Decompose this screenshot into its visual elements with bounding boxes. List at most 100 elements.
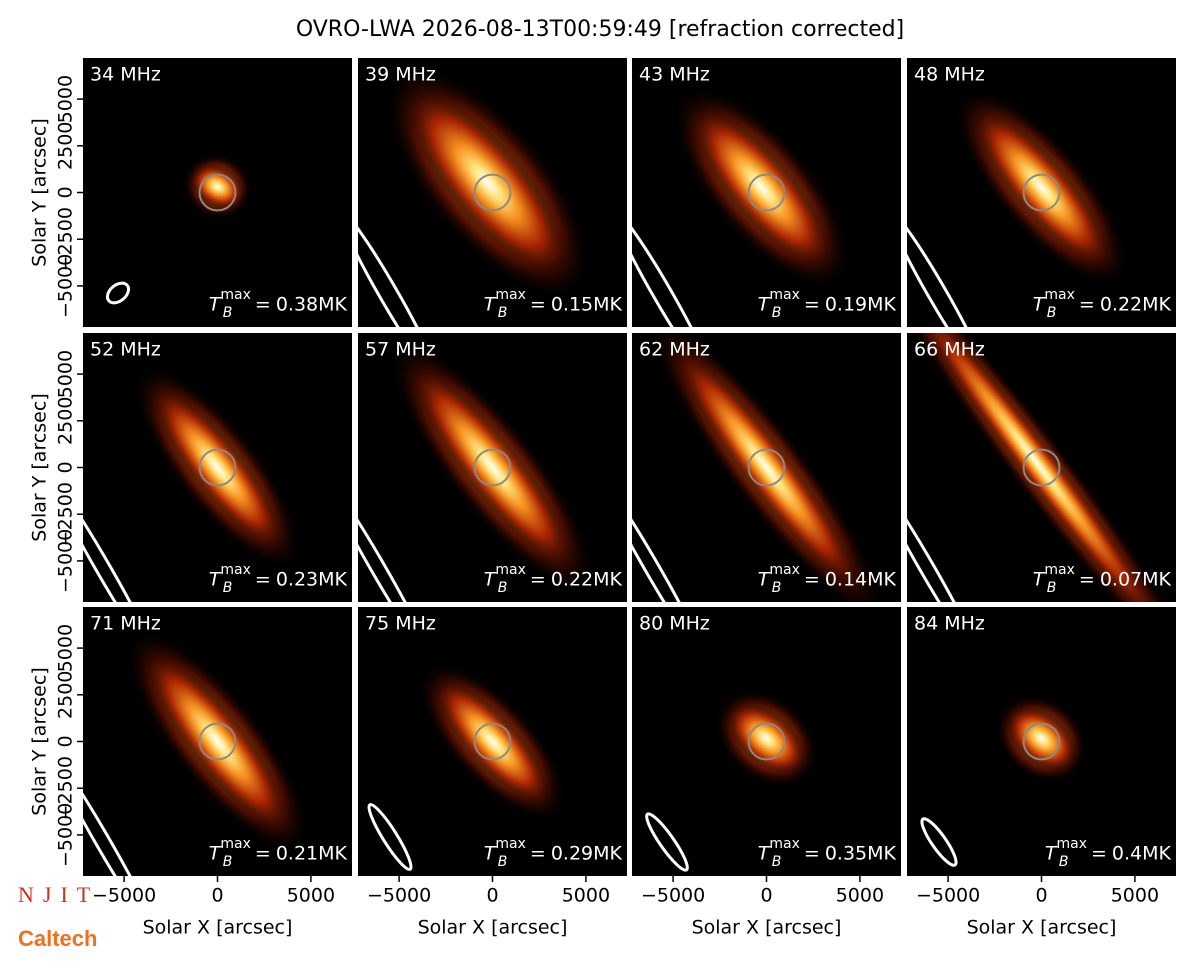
tb-symbol: T [758, 843, 771, 865]
tb-superscript: max [495, 836, 526, 852]
x-tick-label: 0 [486, 885, 498, 907]
panel: 43 MHz 0.19MK=max BT [632, 58, 901, 327]
image [632, 333, 884, 602]
y-tick-label: 2500 [55, 397, 77, 445]
tb-subscript: B [1047, 580, 1057, 596]
equals: = [804, 294, 820, 316]
frequency-label: 43 MHz [639, 64, 710, 86]
tb-superscript: max [1044, 562, 1075, 578]
beam [358, 479, 430, 602]
panel: 39 MHz 0.15MK=max BT [358, 58, 627, 327]
equals: = [255, 843, 271, 865]
panel: 57 MHz 0.22MK=max BT [358, 333, 627, 602]
image [358, 341, 595, 602]
x-tick-label: −5000 [367, 885, 431, 907]
image [105, 153, 252, 305]
x-axis-label: Solar X [arcsec] [418, 917, 568, 939]
y-tick-label: 0 [55, 735, 77, 747]
y-tick-label: −5000 [55, 803, 77, 867]
tb-symbol: T [1033, 294, 1046, 316]
tb-symbol: T [1033, 569, 1046, 591]
tb-superscript: max [220, 836, 251, 852]
x-tick-label: −5000 [641, 885, 705, 907]
emission [152, 387, 283, 548]
beam [907, 209, 987, 327]
tb-symbol: T [484, 843, 497, 865]
emission [727, 702, 806, 775]
logo-caltech: Caltech [18, 926, 97, 951]
tb-max-label: 0.21MK [276, 843, 348, 865]
x-axis-label: Solar X [arcsec] [143, 917, 293, 939]
panel: 84 MHz 0.4MK=max BT [907, 607, 1176, 876]
title: OVRO-LWA 2026-08-13T00:59:49 [refraction… [296, 17, 904, 42]
emission [1006, 706, 1077, 771]
frequency-label: 75 MHz [365, 613, 436, 635]
tb-max-label: 0.22MK [551, 569, 623, 591]
tb-superscript: max [495, 562, 526, 578]
tb-subscript: B [223, 854, 233, 870]
frequency-label: 52 MHz [90, 339, 161, 361]
emission [146, 653, 289, 830]
solar-disk [747, 448, 786, 487]
y-axis-label: Solar Y [arcsec] [29, 393, 51, 541]
x-tick-label: −5000 [92, 885, 156, 907]
solar-disk [1022, 722, 1061, 761]
solar-disk [747, 722, 786, 761]
logo-njit: NJIT [18, 882, 99, 907]
image [907, 333, 1176, 602]
beam [358, 209, 438, 327]
tb-max-label: 0.4MK [1112, 843, 1172, 865]
tb-symbol: T [209, 294, 222, 316]
tb-subscript: B [772, 854, 782, 870]
image [83, 629, 310, 876]
tb-symbol: T [484, 294, 497, 316]
equals: = [255, 294, 271, 316]
equals: = [530, 843, 546, 865]
tb-max-label: 0.14MK [825, 569, 897, 591]
x-tick-label: −5000 [916, 885, 980, 907]
tb-subscript: B [498, 580, 508, 596]
solar-disk [198, 448, 237, 487]
tb-subscript: B [1059, 854, 1069, 870]
image [83, 365, 302, 602]
y-tick-label: −2500 [55, 756, 77, 820]
image [920, 694, 1088, 867]
beam [367, 803, 413, 871]
tb-max-label: 0.22MK [1100, 294, 1172, 316]
x-tick-label: 5000 [562, 885, 610, 907]
tb-max-label: 0.29MK [551, 843, 623, 865]
solar-disk [1022, 173, 1061, 212]
y-tick-label: 5000 [55, 350, 77, 398]
tb-superscript: max [220, 287, 251, 303]
y-tick-label: 5000 [55, 624, 77, 672]
tb-subscript: B [223, 580, 233, 596]
image [907, 87, 1129, 327]
tb-subscript: B [223, 305, 233, 321]
y-axis-label: Solar Y [arcsec] [29, 667, 51, 815]
equals: = [530, 294, 546, 316]
emission [408, 91, 567, 274]
emission [435, 679, 550, 804]
frequency-label: 39 MHz [365, 64, 436, 86]
tb-subscript: B [498, 854, 508, 870]
y-tick-label: 0 [55, 461, 77, 473]
y-tick-label: −5000 [55, 529, 77, 593]
image [645, 689, 819, 872]
x-tick-label: 0 [1035, 885, 1047, 907]
x-tick-label: 5000 [836, 885, 884, 907]
equals: = [1079, 569, 1095, 591]
beam [105, 281, 131, 305]
tb-symbol: T [484, 569, 497, 591]
panel: 62 MHz 0.14MK=max BT [632, 333, 901, 602]
tb-subscript: B [772, 580, 782, 596]
tb-superscript: max [220, 562, 251, 578]
beam [645, 812, 689, 872]
image [358, 65, 591, 327]
tb-symbol: T [209, 569, 222, 591]
solar-disk [473, 173, 512, 212]
panel: 48 MHz 0.22MK=max BT [907, 58, 1176, 327]
equals: = [1079, 294, 1095, 316]
frequency-label: 66 MHz [914, 339, 985, 361]
tb-max-label: 0.07MK [1100, 569, 1172, 591]
